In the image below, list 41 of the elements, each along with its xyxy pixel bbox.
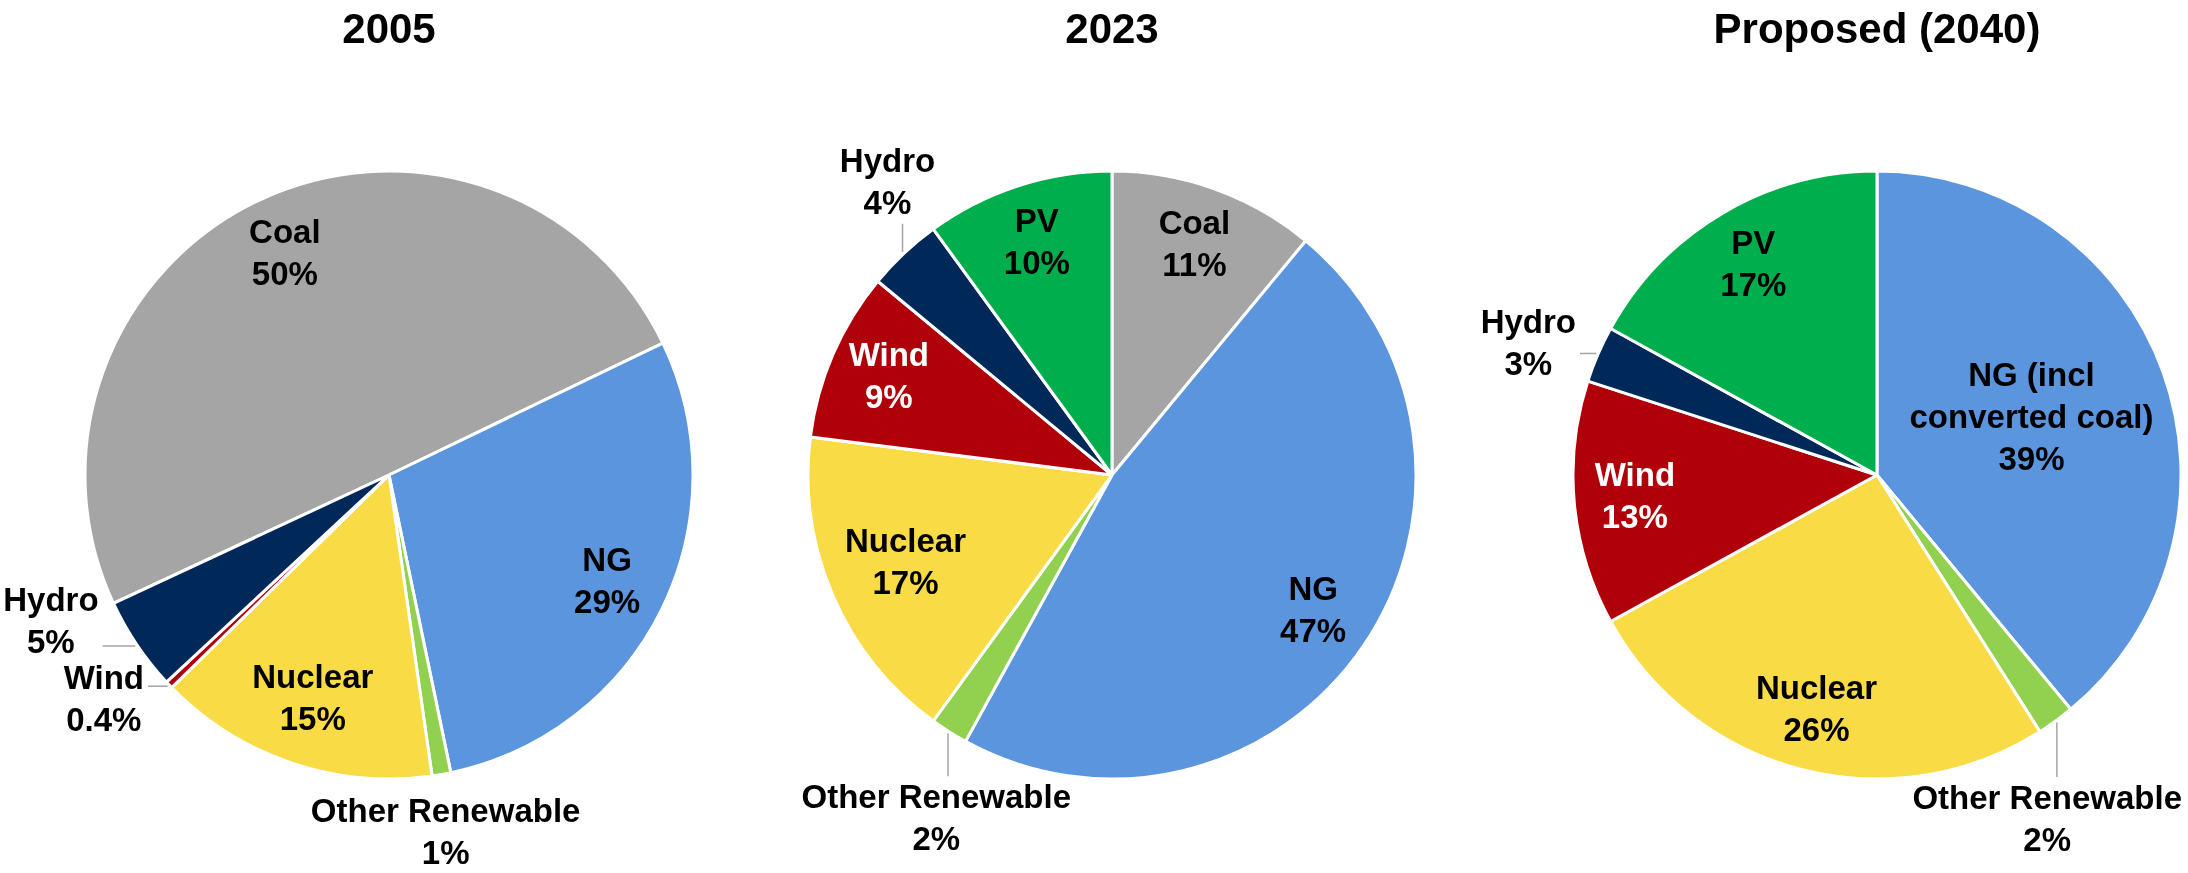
slice-label: Other Renewable <box>801 778 1072 816</box>
chart-title: 2005 <box>342 4 436 52</box>
data-label: 5% <box>27 623 75 661</box>
data-label: 26% <box>1783 710 1850 748</box>
chart-title: 2023 <box>1065 4 1159 52</box>
data-label: 17% <box>1720 265 1787 303</box>
data-label: 29% <box>574 582 641 620</box>
slice-label: Wind <box>848 336 929 374</box>
data-label: 39% <box>1998 440 2065 478</box>
slice-label: Hydro <box>3 581 99 619</box>
data-label: 50% <box>251 255 318 293</box>
data-label: 47% <box>1280 611 1347 649</box>
data-label: 3% <box>1504 344 1553 382</box>
data-label: 10% <box>1003 243 1070 281</box>
slice-label: PV <box>1014 201 1059 239</box>
slice-label: NG (incl converted coal) <box>1909 356 2154 436</box>
data-label: 15% <box>279 699 346 737</box>
data-label: 2% <box>2023 820 2072 858</box>
slice-label: Wind <box>1594 455 1676 493</box>
slice-label: Coal <box>1158 204 1231 242</box>
data-label: 13% <box>1601 497 1668 535</box>
slice-label: NG <box>1288 569 1338 607</box>
data-label: 9% <box>864 378 913 416</box>
data-label: 17% <box>872 564 939 602</box>
slice-label: Other Renewable <box>310 792 581 830</box>
slice-label: Wind <box>63 659 144 697</box>
data-label: 0.4% <box>66 701 142 739</box>
slice-label: Nuclear <box>845 522 967 560</box>
chart-title: Proposed (2040) <box>1713 4 2041 52</box>
slice-label: PV <box>1731 223 1776 261</box>
data-label: 11% <box>1162 246 1227 284</box>
data-label: 4% <box>863 183 912 221</box>
slice-label: Nuclear <box>1755 668 1878 706</box>
slice-label: Nuclear <box>252 657 374 695</box>
slice-label: Hydro <box>839 141 936 179</box>
slice-label: Coal <box>249 213 321 251</box>
data-label: 1% <box>421 834 470 872</box>
slice-label: Other Renewable <box>1912 778 2182 816</box>
slice-label: NG <box>582 540 632 578</box>
data-label: 2% <box>912 820 961 858</box>
slice-label: Hydro <box>1480 302 1576 340</box>
